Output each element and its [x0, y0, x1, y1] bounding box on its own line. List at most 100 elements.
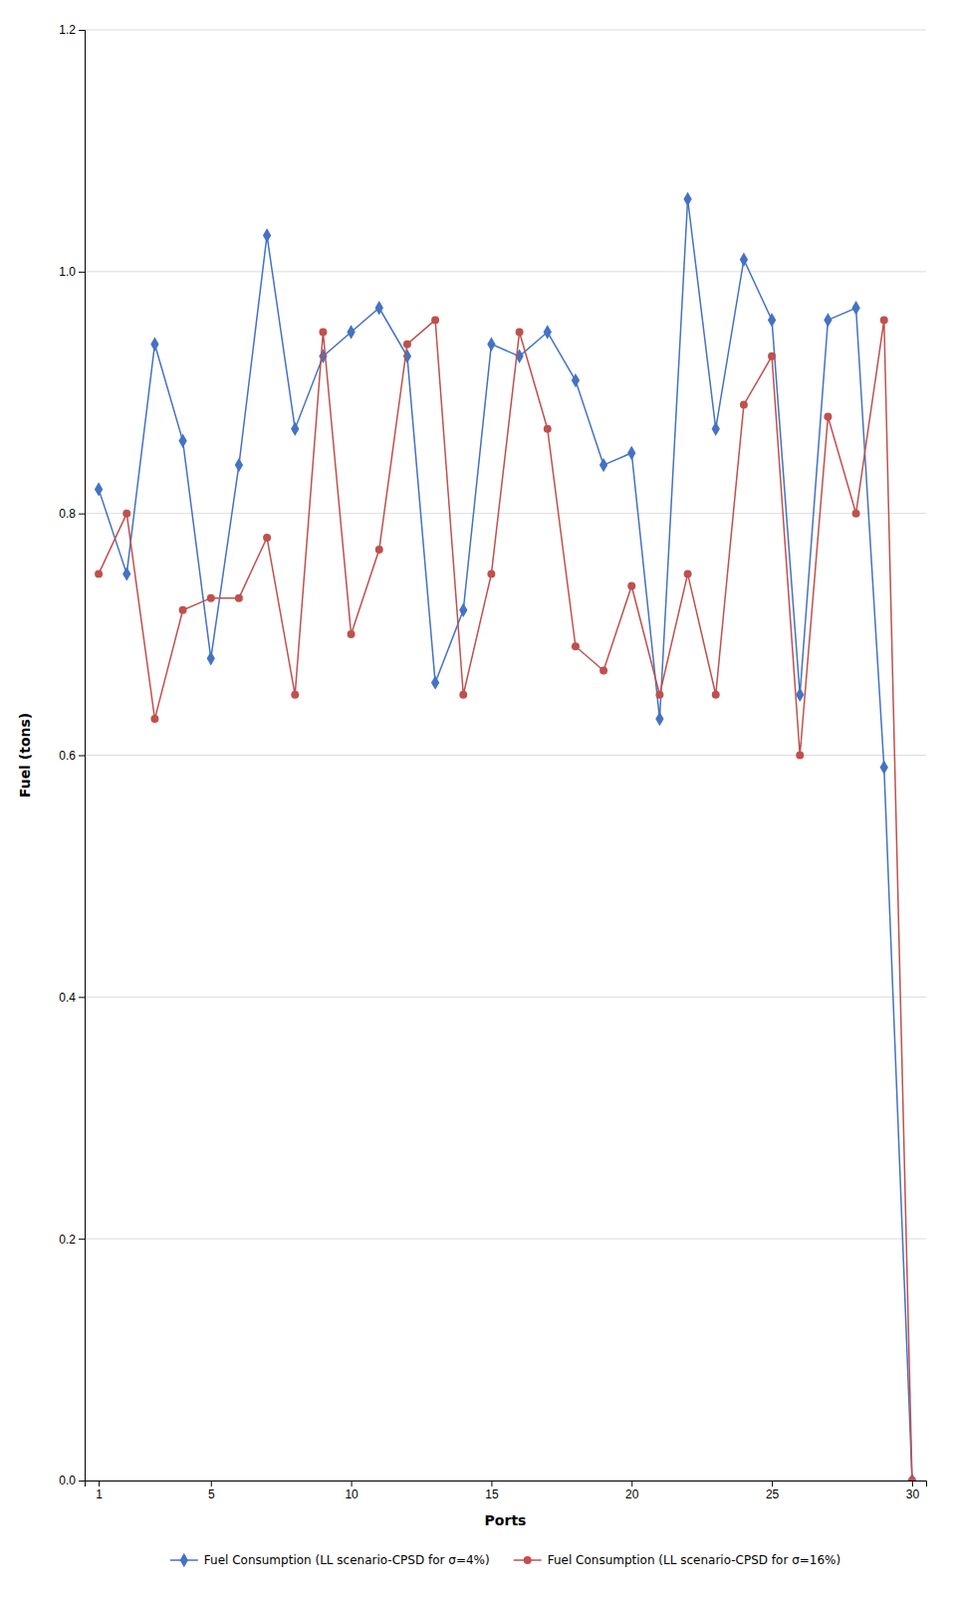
- tick: 15: [484, 1480, 499, 1502]
- tick-mark: [78, 1480, 85, 1482]
- point: [543, 425, 552, 434]
- point: [823, 413, 832, 422]
- legend-label: Fuel Consumption (LL scenario-CPSD for σ…: [547, 1553, 842, 1568]
- axis-line: [85, 1481, 928, 1488]
- point: [571, 373, 580, 388]
- tick-label: 0.2: [58, 1232, 76, 1247]
- tick: 0.8: [58, 506, 85, 521]
- point: [150, 715, 159, 723]
- tick-mark: [771, 1480, 773, 1487]
- tick-mark: [98, 1480, 100, 1487]
- tick-mark: [912, 1480, 914, 1487]
- tick-mark: [78, 755, 85, 757]
- tick-label: 0.8: [58, 506, 76, 521]
- point: [94, 481, 103, 496]
- point: [823, 312, 832, 327]
- tick: 0.2: [58, 1232, 85, 1247]
- grid-line: [84, 512, 927, 514]
- tick-mark: [78, 996, 85, 998]
- marks: [94, 192, 917, 1481]
- point: [235, 594, 243, 603]
- tick: 1: [95, 1480, 103, 1502]
- point: [515, 328, 524, 337]
- point: [178, 434, 187, 449]
- legend-label: Fuel Consumption (LL scenario-CPSD for σ…: [204, 1553, 490, 1568]
- axis-line: [78, 30, 86, 1482]
- tick-mark: [78, 271, 85, 273]
- point: [346, 324, 355, 339]
- line: [98, 199, 913, 1481]
- point: [122, 566, 131, 581]
- point: [431, 675, 440, 690]
- tick-mark: [351, 1480, 353, 1487]
- tick-label: 0.6: [58, 748, 76, 763]
- point: [627, 446, 636, 461]
- point: [347, 630, 356, 639]
- tick: 1.0: [58, 264, 85, 279]
- point: [543, 324, 552, 339]
- tick-mark: [78, 1238, 85, 1240]
- point: [880, 315, 889, 324]
- tick-mark: [211, 1480, 213, 1487]
- tick-label: 1: [95, 1487, 103, 1502]
- point: [318, 328, 327, 337]
- tick: 10: [344, 1480, 359, 1502]
- tick-label: 1.0: [58, 264, 76, 279]
- point: [571, 642, 580, 651]
- legend: Fuel Consumption (LL scenario-CPSD for σ…: [170, 1553, 841, 1568]
- tick: 30: [906, 1480, 921, 1502]
- point: [655, 712, 664, 726]
- point: [290, 691, 299, 700]
- grid-line: [84, 996, 927, 998]
- point: [655, 691, 664, 700]
- point: [712, 421, 720, 436]
- point: [599, 458, 608, 473]
- tick-label: 30: [906, 1487, 921, 1502]
- tick-label: 0.4: [58, 990, 76, 1005]
- point: [795, 751, 804, 760]
- point: [262, 228, 271, 242]
- point: [122, 509, 131, 518]
- grid-line: [84, 29, 927, 31]
- tick: 5: [208, 1480, 216, 1502]
- tick-label: 10: [344, 1487, 359, 1502]
- y-axis-title: Fuel (tons): [16, 713, 33, 798]
- tick: 1.2: [58, 22, 85, 37]
- tick: 25: [765, 1480, 780, 1502]
- tick-label: 0.0: [58, 1473, 76, 1488]
- y-axis: 0.0 0.2 0.4 0.6 0.8 1.0 1.2: [58, 22, 85, 1488]
- chart: 1510152025300.00.20.40.60.81.01.2PortsFu…: [0, 0, 956, 1600]
- point: [880, 759, 889, 774]
- point: [459, 691, 468, 700]
- point: [739, 400, 748, 409]
- tick-mark: [490, 1480, 492, 1487]
- point: [94, 569, 103, 578]
- x-axis: 151015202530: [85, 1480, 928, 1502]
- tick-mark: [631, 1480, 633, 1487]
- point: [486, 569, 495, 578]
- x-axis-title: Ports: [484, 1512, 527, 1529]
- point: [486, 336, 495, 351]
- point: [375, 300, 384, 315]
- tick-label: 20: [625, 1487, 640, 1502]
- tick: 20: [625, 1480, 640, 1502]
- point: [852, 509, 861, 518]
- tick-label: 5: [208, 1487, 216, 1502]
- point: [627, 582, 636, 591]
- point: [767, 312, 776, 327]
- tick-mark: [78, 29, 85, 31]
- point: [235, 458, 243, 473]
- legend-item: Fuel Consumption (LL scenario-CPSD for σ…: [513, 1553, 842, 1568]
- point: [795, 688, 804, 703]
- point: [712, 691, 720, 700]
- grid-line: [84, 270, 927, 272]
- tick-label: 25: [765, 1487, 780, 1502]
- point: [767, 352, 776, 361]
- point: [262, 533, 271, 542]
- point: [599, 667, 608, 676]
- tick: 0.0: [58, 1473, 85, 1488]
- point: [683, 192, 692, 207]
- point: [207, 594, 216, 603]
- tick: 0.4: [58, 990, 85, 1005]
- point: [403, 340, 412, 349]
